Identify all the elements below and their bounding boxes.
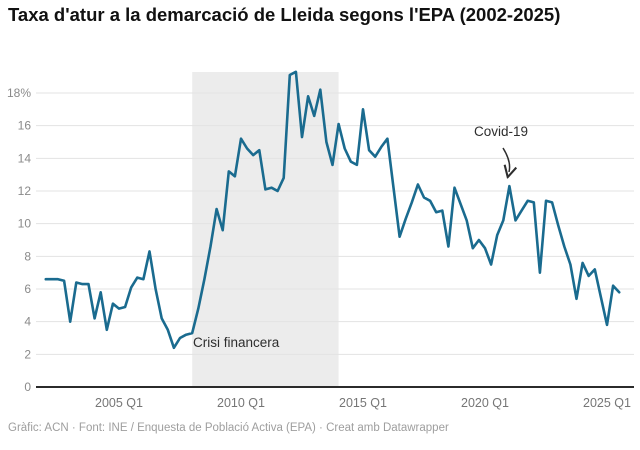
y-axis-tick-label: 12 — [18, 184, 32, 198]
crisis-shaded-region — [192, 72, 339, 387]
y-axis-tick-label: 6 — [24, 282, 31, 296]
x-axis-tick-label: 2005 Q1 — [95, 396, 143, 410]
covid-annotation-label: Covid-19 — [473, 124, 529, 139]
page-title: Taxa d'atur a la demarcació de Lleida se… — [8, 4, 561, 25]
x-axis-tick-label: 2010 Q1 — [217, 396, 265, 410]
y-axis-tick-label: 18% — [7, 86, 31, 100]
y-axis-tick-label: 10 — [18, 217, 32, 231]
y-axis-tick-label: 4 — [24, 315, 31, 329]
y-axis-tick-label: 2 — [24, 347, 31, 361]
x-axis-tick-label: 2015 Q1 — [339, 396, 387, 410]
y-axis-tick-label: 16 — [18, 119, 32, 133]
chart-attribution: Gràfic: ACN · Font: INE / Enquesta de Po… — [8, 422, 449, 434]
y-axis-tick-label: 0 — [24, 380, 31, 394]
financial-crisis-annotation-label: Crisi financera — [193, 335, 280, 350]
x-axis-tick-label: 2020 Q1 — [461, 396, 509, 410]
unemployment-rate-line — [44, 70, 621, 350]
x-axis-tick-label: 2025 Q1 — [583, 396, 631, 410]
covid-arrow-icon — [502, 147, 510, 172]
y-axis-tick-label: 8 — [24, 249, 31, 263]
y-axis-tick-label: 14 — [18, 151, 32, 165]
